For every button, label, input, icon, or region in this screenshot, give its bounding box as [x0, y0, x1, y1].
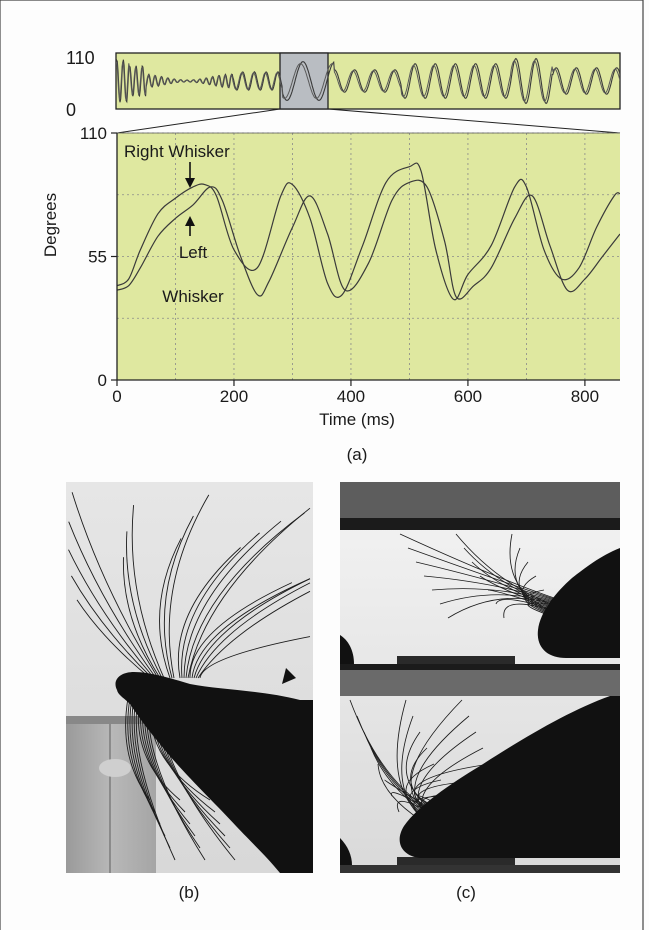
whisker: [185, 512, 305, 679]
overview-trace-left: [116, 60, 620, 102]
whisker: [455, 533, 561, 608]
photo-c-mid-band: [340, 670, 620, 696]
y-tick-label: 110: [80, 124, 107, 143]
whisker: [191, 578, 311, 679]
whisker: [76, 599, 151, 679]
whisker: [68, 549, 155, 679]
whisker: [415, 561, 561, 603]
whisker: [68, 521, 157, 679]
photo-b: (b): [66, 482, 313, 902]
whisker: [163, 515, 194, 679]
photo-c-top-band: [340, 482, 620, 518]
photo-c-mid-rail: [340, 664, 620, 670]
overview-chart: 110 0: [66, 48, 621, 134]
whisker: [71, 492, 159, 679]
photo-c-bottom-rail: [340, 865, 620, 873]
zoom-connector-right: [327, 108, 621, 134]
arrow-right-whisker-head: [185, 178, 195, 188]
whisker: [439, 594, 561, 606]
x-tick-label: 800: [571, 387, 599, 406]
series-right-whisker: [117, 162, 620, 301]
zoomed-chart: 0 200 400 600 800 0 55 110 Degrees Time (ms) Ri…: [41, 124, 620, 464]
whisker: [189, 582, 293, 679]
whisker: [168, 494, 210, 679]
gridlines: [117, 132, 620, 380]
photo-c-top-rail: [340, 518, 620, 530]
y-axis-label: Degrees: [41, 193, 60, 257]
x-tick-label: 200: [220, 387, 248, 406]
whisker: [431, 588, 561, 605]
whisker: [197, 590, 311, 679]
whisker: [471, 561, 561, 610]
photo-b-whiskers: [68, 492, 311, 861]
photo-c-top-rat: [537, 548, 620, 658]
x-axis-label: Time (ms): [319, 410, 395, 429]
photo-c: (c): [340, 482, 620, 902]
photo-b-platform-edge: [66, 716, 156, 724]
photo-c-bottom-rat: [399, 696, 620, 858]
whisker: [193, 578, 311, 679]
panel-label-a: (a): [347, 445, 368, 464]
overview-ytick-label: 0: [66, 100, 76, 120]
x-tick-label: 400: [337, 387, 365, 406]
annotation-whisker: Whisker: [162, 287, 224, 306]
photo-c-bottom-platform: [397, 857, 515, 865]
whisker: [183, 520, 282, 679]
photo-b-platform-knot: [99, 759, 131, 777]
whisker: [177, 547, 241, 679]
photo-c-top-platform: [397, 656, 515, 664]
whisker: [159, 538, 182, 679]
whisker: [195, 582, 311, 679]
whisker: [71, 575, 153, 679]
series-left-whisker: [117, 179, 620, 300]
whisker: [399, 533, 561, 601]
panel-label-b: (b): [179, 883, 200, 902]
annotation-right-whisker: Right Whisker: [124, 142, 230, 161]
whisker: [423, 575, 561, 604]
whisker: [131, 505, 165, 679]
y-tick-label: 55: [88, 248, 107, 267]
whisker: [181, 532, 260, 679]
whisker: [122, 557, 161, 679]
arrow-left-whisker-head: [185, 216, 195, 226]
annotation-left: Left: [179, 243, 208, 262]
photo-b-ear: [282, 668, 296, 684]
whisker: [187, 507, 311, 679]
zoom-connector-left: [116, 108, 281, 134]
photo-c-left-shape-top: [340, 635, 354, 664]
photo-b-rat-silhouette: [115, 672, 313, 873]
panel-label-c: (c): [456, 883, 476, 902]
x-tick-label: 0: [112, 387, 121, 406]
y-tick-label: 0: [98, 371, 107, 390]
x-tick-label: 600: [454, 387, 482, 406]
overview-ytick-label: 110: [66, 48, 95, 68]
photo-c-left-shape-bottom: [340, 838, 352, 865]
whisker: [199, 636, 311, 679]
whisker: [126, 531, 163, 679]
ticks: 0 200 400 600 800 0 55 110: [80, 124, 599, 406]
